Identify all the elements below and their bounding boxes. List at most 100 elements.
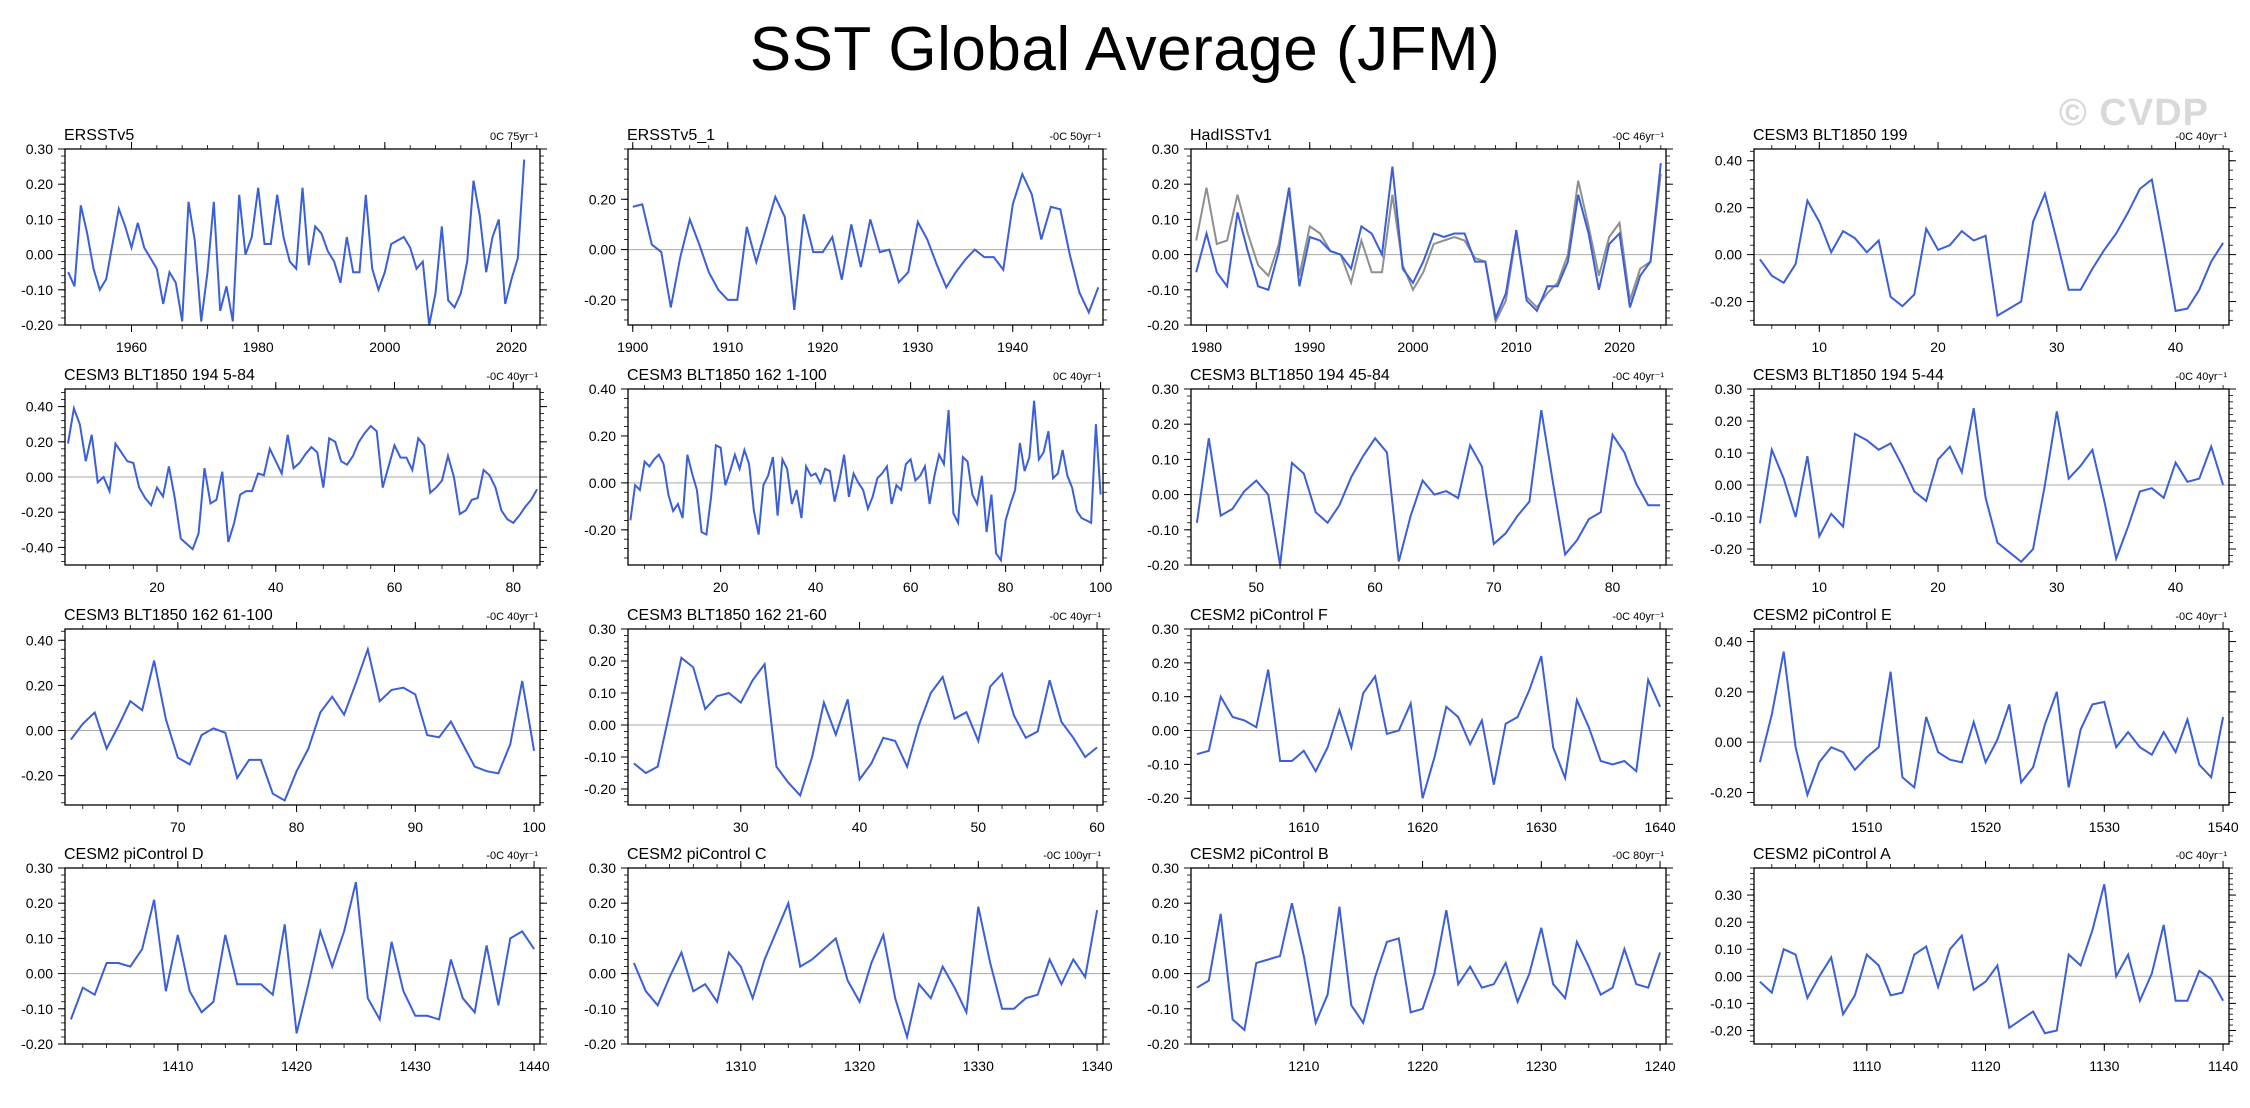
panel-title: CESM3 BLT1850 162 1-100 <box>627 367 827 384</box>
plot-frame <box>1190 388 1667 566</box>
y-tick-label: 0.40 <box>26 399 53 415</box>
x-tick-label: 1440 <box>518 1058 549 1074</box>
y-tick-label: 0.20 <box>1152 655 1179 671</box>
x-tick-label: 10 <box>1812 339 1828 355</box>
x-tick-label: 20 <box>149 579 165 595</box>
series-line <box>1196 902 1662 1032</box>
x-tick-label: 2000 <box>369 339 400 355</box>
y-tick-label: 0.20 <box>589 428 616 444</box>
x-tick-label: 80 <box>998 579 1014 595</box>
y-tick-label: 0.00 <box>589 242 616 258</box>
x-tick-label: 1120 <box>1971 1058 2001 1074</box>
y-tick-label: -0.20 <box>584 292 616 308</box>
x-tick-label: 40 <box>2168 339 2184 355</box>
y-tick-label: -0.10 <box>1147 282 1179 298</box>
x-tick-label: 2020 <box>496 339 527 355</box>
y-tick-label: 0.00 <box>589 475 616 491</box>
x-tick-label: 1220 <box>1407 1058 1438 1074</box>
series-line <box>633 656 1098 798</box>
y-tick-label: 0.30 <box>1152 621 1179 637</box>
x-tick-label: 1610 <box>1288 819 1319 835</box>
y-tick-label: -0.20 <box>21 504 53 520</box>
chart-panel: CESM3 BLT1850 162 21-60 -0C 40yr⁻¹ -0.20 -0… <box>584 607 1110 835</box>
x-tick-label: 50 <box>971 819 987 835</box>
y-tick-label: -0.10 <box>1147 1001 1179 1017</box>
y-tick-label: 0.20 <box>1715 684 1742 700</box>
plot-frame <box>1190 867 1667 1045</box>
trend-label: 0C 75yr⁻¹ <box>490 131 538 143</box>
x-tick-label: 20 <box>1930 339 1946 355</box>
panel-title: CESM3 BLT1850 199 <box>1753 127 1908 144</box>
y-tick-label: 0.40 <box>1715 153 1742 169</box>
panel-title: CESM2 piControl B <box>1190 846 1329 863</box>
y-tick-label: 0.20 <box>589 895 616 911</box>
trend-label: -0C 80yr⁻¹ <box>1612 850 1664 862</box>
chart-panel: CESM2 piControl A -0C 40yr⁻¹ -0.20 -0.10 0.0… <box>1710 846 2238 1074</box>
y-tick-label: -0.10 <box>584 1001 616 1017</box>
x-tick-label: 40 <box>2168 579 2184 595</box>
panel-title: CESM2 piControl A <box>1753 846 1891 863</box>
x-tick-label: 1130 <box>2089 1058 2119 1074</box>
y-tick-label: 0.20 <box>26 677 53 693</box>
x-tick-label: 1340 <box>1081 1058 1112 1074</box>
series-line <box>1196 655 1662 799</box>
x-tick-label: 60 <box>1089 819 1105 835</box>
x-tick-label: 1980 <box>243 339 274 355</box>
x-tick-label: 60 <box>387 579 403 595</box>
plot-frame <box>64 628 541 806</box>
panel-title: ERSSTv5 <box>64 127 134 144</box>
trend-label: -0C 40yr⁻¹ <box>486 850 538 862</box>
y-tick-label: -0.20 <box>21 317 53 333</box>
x-tick-label: 1140 <box>2208 1058 2238 1074</box>
panel-title: HadISSTv1 <box>1190 127 1272 144</box>
x-tick-label: 100 <box>522 819 546 835</box>
x-tick-label: 1630 <box>1526 819 1557 835</box>
x-tick-label: 1620 <box>1407 819 1438 835</box>
y-tick-label: -0.20 <box>1147 790 1179 806</box>
chart-panel: CESM2 piControl D -0C 40yr⁻¹ -0.20 -0.10 0.0… <box>21 846 550 1074</box>
y-tick-label: -0.20 <box>21 1036 53 1052</box>
y-tick-label: 0.30 <box>589 621 616 637</box>
x-tick-label: 30 <box>2049 339 2065 355</box>
x-tick-label: 1330 <box>963 1058 994 1074</box>
y-tick-label: 0.20 <box>589 653 616 669</box>
y-tick-label: 0.20 <box>1715 413 1742 429</box>
y-tick-label: 0.10 <box>1152 930 1179 946</box>
y-tick-label: 0.20 <box>26 176 53 192</box>
chart-panel: CESM3 BLT1850 194 45-84 -0C 40yr⁻¹ -0.20 -0… <box>1147 367 1673 595</box>
x-tick-label: 60 <box>903 579 919 595</box>
y-tick-label: -0.10 <box>1147 756 1179 772</box>
y-tick-label: -0.10 <box>1710 509 1742 525</box>
chart-panel: ERSSTv5 0C 75yr⁻¹ -0.20 -0.10 0.00 0.10 0.20 0.… <box>21 127 547 355</box>
y-tick-label: 0.00 <box>26 723 53 739</box>
x-tick-label: 1310 <box>725 1058 756 1074</box>
trend-label: -0C 40yr⁻¹ <box>486 611 538 623</box>
y-tick-label: 0.40 <box>589 381 616 397</box>
y-tick-label: 0.30 <box>589 860 616 876</box>
y-tick-label: 0.00 <box>589 966 616 982</box>
y-tick-label: 0.00 <box>1715 477 1742 493</box>
x-tick-label: 100 <box>1089 579 1113 595</box>
series-line <box>69 881 535 1034</box>
series-line <box>1195 162 1662 322</box>
panel-title: CESM3 BLT1850 194 45-84 <box>1190 367 1390 384</box>
panel-title: ERSSTv5_1 <box>627 127 715 144</box>
plot-frame <box>1190 628 1667 806</box>
chart-panel: CESM2 piControl E -0C 40yr⁻¹ -0.20 0.00 0.20… <box>1710 607 2239 835</box>
series-line <box>1759 177 2224 318</box>
y-tick-label: 0.00 <box>1715 247 1742 263</box>
plot-frame <box>1753 867 2230 1045</box>
y-tick-label: 0.20 <box>1152 416 1179 432</box>
series-line <box>67 159 526 326</box>
y-tick-label: 0.10 <box>1152 689 1179 705</box>
y-tick-label: -0.20 <box>1710 784 1742 800</box>
y-tick-label: 0.30 <box>1152 860 1179 876</box>
chart-panel: HadISSTv1 -0C 46yr⁻¹ -0.20 -0.10 0.00 0.10 0.2… <box>1147 127 1673 355</box>
y-tick-label: 0.20 <box>26 434 53 450</box>
x-tick-label: 2020 <box>1604 339 1635 355</box>
x-tick-label: 2000 <box>1397 339 1428 355</box>
y-tick-label: -0.10 <box>584 749 616 765</box>
series-line <box>67 404 538 551</box>
y-tick-label: 0.00 <box>589 717 616 733</box>
